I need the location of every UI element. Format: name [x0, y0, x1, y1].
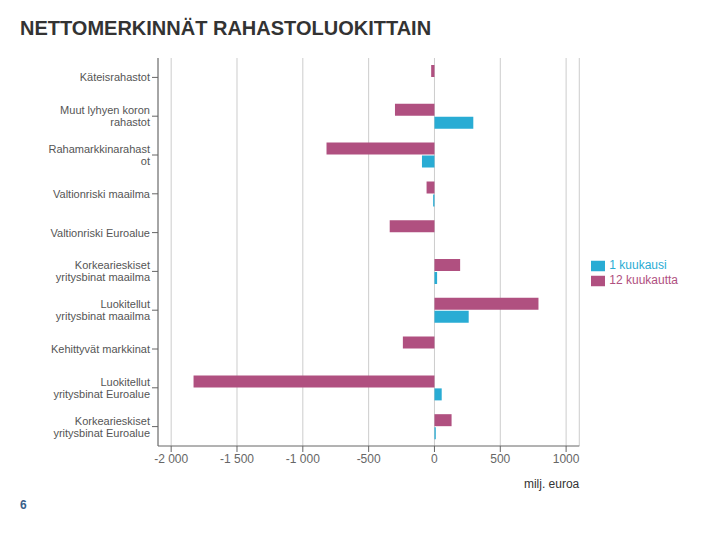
svg-text:Luokitellutyritysbinat Euroalu: Luokitellutyritysbinat Euroalue [53, 376, 150, 400]
svg-text:-1 000: -1 000 [286, 452, 320, 466]
svg-text:0: 0 [431, 452, 438, 466]
svg-text:-2 000: -2 000 [154, 452, 188, 466]
html-text:NETTOMERKINNÄT RAHASTOLUOKITTA: NETTOMERKINNÄT RAHASTOLUOKITTAIN [20, 16, 432, 39]
svg-text:Muut lyhyen koronrahastot: Muut lyhyen koronrahastot [60, 104, 150, 128]
svg-text:Korkearieskisetyritysbinat maa: Korkearieskisetyritysbinat maailma [56, 259, 151, 283]
svg-text:milj. euroa: milj. euroa [524, 477, 580, 491]
svg-text:Rahamarkkinarahastot: Rahamarkkinarahastot [49, 143, 151, 167]
svg-text:Käteisrahastot: Käteisrahastot [80, 71, 150, 83]
svg-text:Valtionriski maailma: Valtionriski maailma [53, 188, 151, 200]
svg-text:Valtionriski Euroalue: Valtionriski Euroalue [51, 227, 150, 239]
svg-text:-500: -500 [357, 452, 381, 466]
svg-text:-1 500: -1 500 [220, 452, 254, 466]
svg-text:Korkearieskisetyritysbinat Eur: Korkearieskisetyritysbinat Euroalue [53, 415, 150, 439]
html-text:12 kuukautta: 12 kuukautta [609, 273, 678, 287]
html-text:1 kuukausi: 1 kuukausi [609, 258, 667, 273]
svg-text:500: 500 [490, 452, 510, 466]
svg-text:Luokitellutyritysbinat maailma: Luokitellutyritysbinat maailma [56, 298, 151, 322]
html-text:6: 6 [20, 498, 27, 512]
svg-text:Kehittyvät markkinat: Kehittyvät markkinat [51, 343, 150, 355]
svg-text:1000: 1000 [553, 452, 580, 466]
